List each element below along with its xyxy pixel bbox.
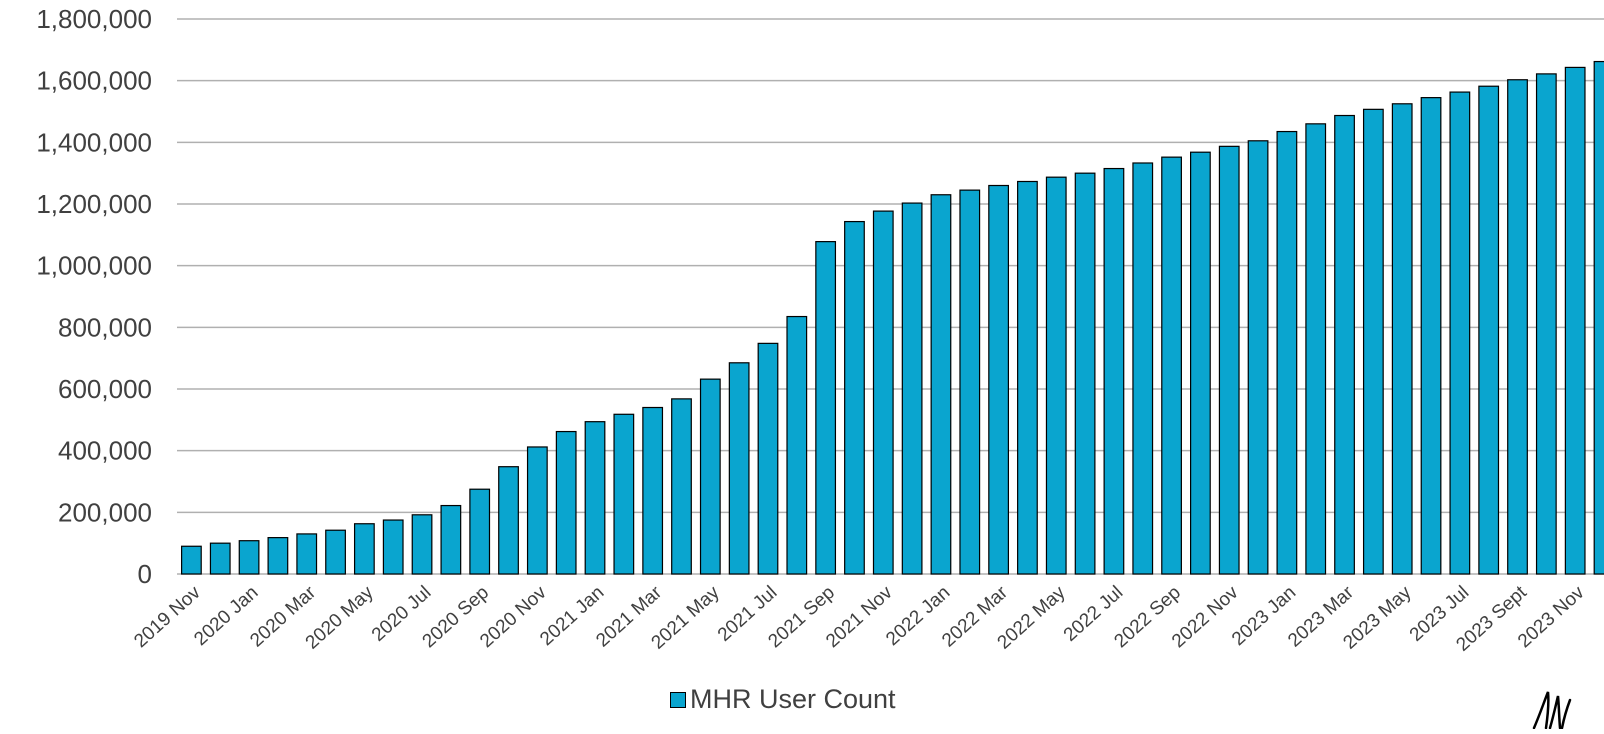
bar bbox=[757, 342, 779, 575]
bar bbox=[930, 194, 952, 575]
bar bbox=[353, 523, 375, 575]
legend-label: MHR User Count bbox=[690, 684, 896, 714]
bar bbox=[267, 537, 289, 575]
y-tick-label: 800,000 bbox=[58, 312, 152, 342]
bar bbox=[1276, 130, 1298, 575]
y-tick-label: 1,600,000 bbox=[36, 66, 152, 96]
y-tick-label: 0 bbox=[138, 559, 152, 589]
bar bbox=[1218, 145, 1240, 575]
bar bbox=[555, 430, 577, 575]
bar bbox=[1305, 123, 1327, 575]
y-tick-label: 1,000,000 bbox=[36, 251, 152, 281]
bar bbox=[1132, 162, 1154, 575]
bar bbox=[1045, 176, 1067, 575]
bars bbox=[181, 60, 1604, 575]
y-tick-label: 200,000 bbox=[58, 497, 152, 527]
y-axis-labels: 0 200,000 400,000 600,000 800,000 1,000,000 1,… bbox=[36, 4, 152, 589]
bar bbox=[786, 315, 808, 575]
bar bbox=[238, 540, 260, 575]
bar bbox=[1478, 85, 1500, 575]
bar bbox=[1420, 97, 1442, 575]
bar bbox=[699, 378, 721, 575]
bar bbox=[1161, 156, 1182, 575]
bar bbox=[613, 413, 635, 575]
bar bbox=[498, 466, 519, 575]
bar bbox=[584, 421, 606, 575]
bar bbox=[728, 362, 750, 575]
y-tick-label: 1,800,000 bbox=[36, 4, 152, 34]
bar bbox=[1535, 73, 1557, 575]
bar bbox=[844, 220, 865, 575]
bar bbox=[1074, 172, 1096, 575]
bar bbox=[296, 533, 318, 575]
bar bbox=[209, 542, 231, 575]
bar bbox=[1190, 151, 1211, 575]
y-tick-label: 600,000 bbox=[58, 374, 152, 404]
bar bbox=[440, 504, 462, 575]
bar bbox=[959, 189, 981, 575]
bar bbox=[325, 529, 346, 575]
bar bbox=[872, 210, 894, 575]
bar bbox=[411, 514, 433, 575]
legend-swatch bbox=[670, 691, 686, 708]
bar bbox=[1391, 103, 1413, 575]
bar bbox=[1362, 108, 1384, 575]
bar bbox=[526, 446, 548, 575]
bar bbox=[671, 398, 692, 575]
bar bbox=[1103, 167, 1125, 575]
bar bbox=[988, 184, 1010, 575]
y-tick-label: 400,000 bbox=[58, 436, 152, 466]
bar bbox=[181, 545, 202, 575]
x-tick-label: 2019 Nov bbox=[130, 582, 205, 652]
bar bbox=[1507, 79, 1528, 575]
signature-logo-icon bbox=[1532, 691, 1572, 729]
y-tick-label: 1,400,000 bbox=[36, 127, 152, 157]
bar bbox=[1017, 180, 1038, 575]
bar bbox=[1593, 60, 1604, 575]
bar bbox=[1334, 114, 1355, 575]
bar bbox=[1247, 140, 1269, 575]
y-tick-label: 1,200,000 bbox=[36, 189, 152, 219]
legend: MHR User Count bbox=[670, 684, 896, 715]
bar bbox=[815, 241, 837, 575]
bar bbox=[642, 406, 664, 575]
bar bbox=[1564, 66, 1586, 575]
bar bbox=[382, 519, 404, 575]
bar bbox=[1449, 91, 1471, 575]
bar bbox=[901, 202, 923, 575]
bar bbox=[469, 488, 491, 575]
